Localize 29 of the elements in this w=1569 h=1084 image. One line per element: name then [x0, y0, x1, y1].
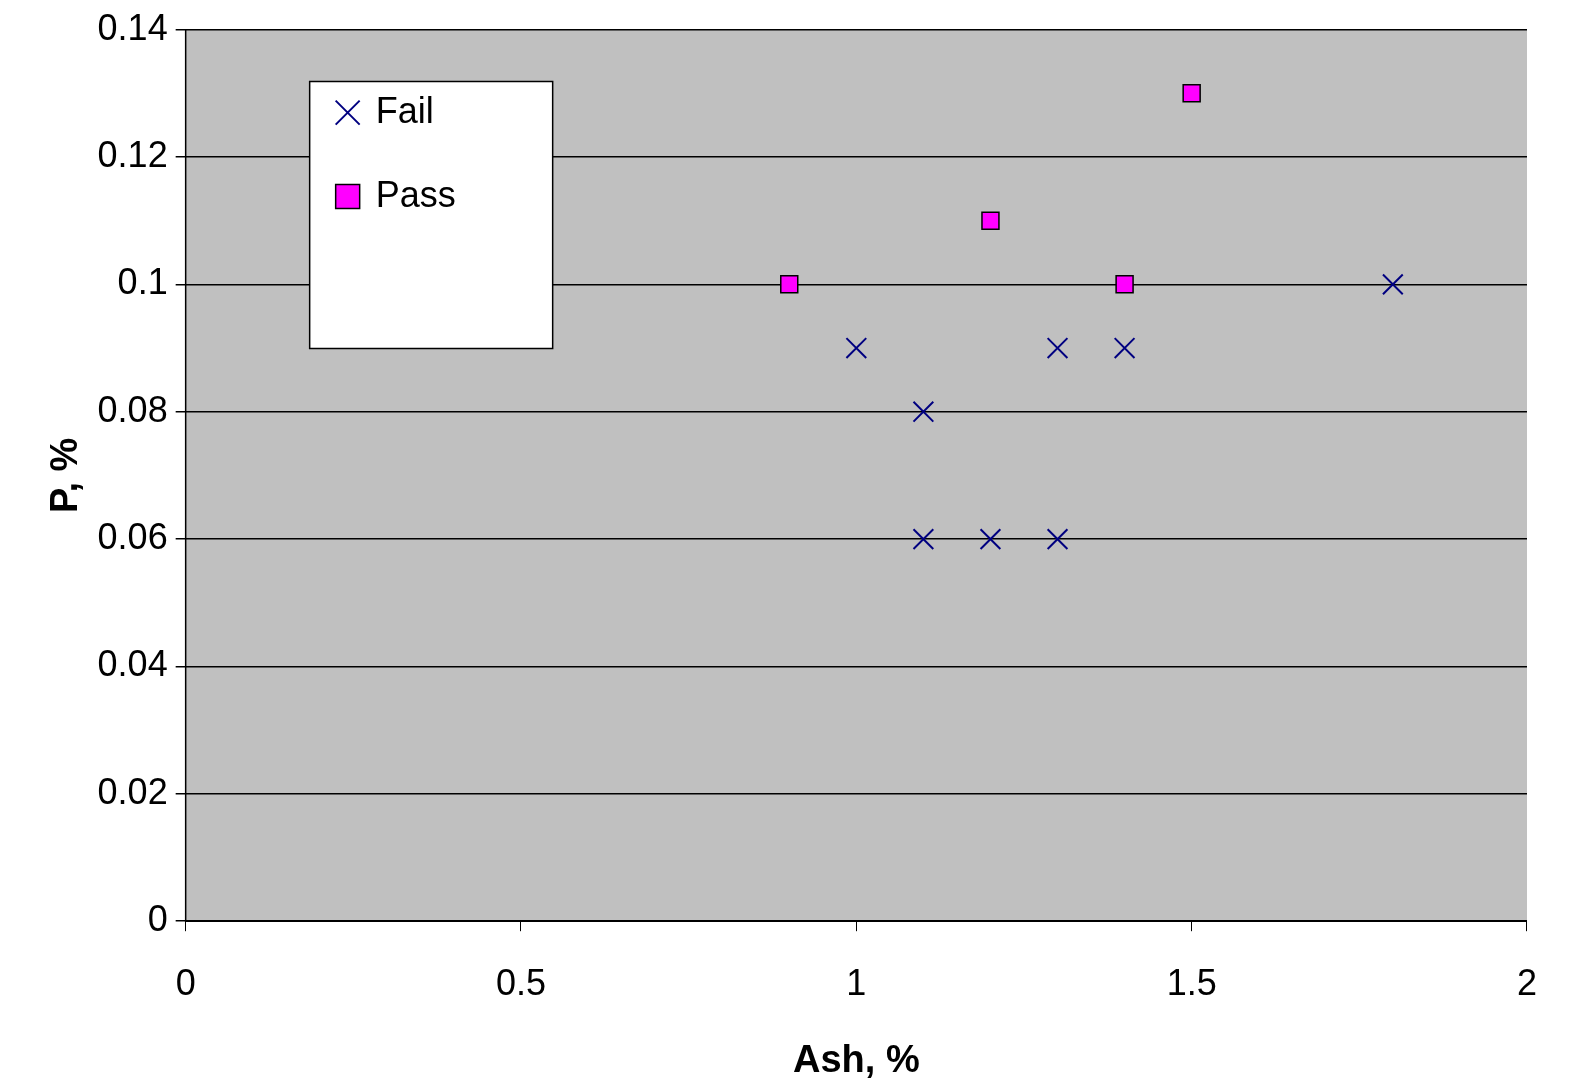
point	[845, 337, 868, 359]
point	[1046, 337, 1069, 359]
x-tick-label: 2	[1516, 961, 1537, 1003]
legend-label: Fail	[375, 89, 434, 131]
point	[1381, 273, 1404, 296]
legend-label: Pass	[375, 173, 456, 215]
y-tick-label: 0.12	[97, 133, 168, 175]
y-tick-label: 0.02	[97, 770, 168, 812]
x-tick-label: 1	[846, 961, 867, 1003]
y-tick-label: 0.14	[97, 6, 168, 48]
point	[1046, 528, 1069, 550]
x-axis-title: Ash, %	[792, 1037, 920, 1080]
point	[1182, 84, 1201, 103]
x-tick-label: 0.5	[495, 961, 547, 1003]
point	[981, 211, 1000, 230]
y-tick-label: 0.04	[97, 643, 168, 685]
y-axis-title: P, %	[43, 437, 86, 514]
y-tick-label: 0	[147, 898, 168, 940]
point	[1113, 337, 1136, 359]
point	[912, 528, 935, 550]
y-tick-label: 0.08	[97, 388, 168, 430]
point	[1115, 275, 1134, 294]
y-tick-label: 0.06	[97, 516, 168, 558]
x-tick-label: 0	[175, 961, 196, 1003]
point	[912, 400, 935, 423]
point	[979, 528, 1002, 550]
point	[780, 275, 799, 294]
y-tick-label: 0.1	[117, 261, 168, 303]
x-tick-label: 1.5	[1166, 961, 1217, 1003]
